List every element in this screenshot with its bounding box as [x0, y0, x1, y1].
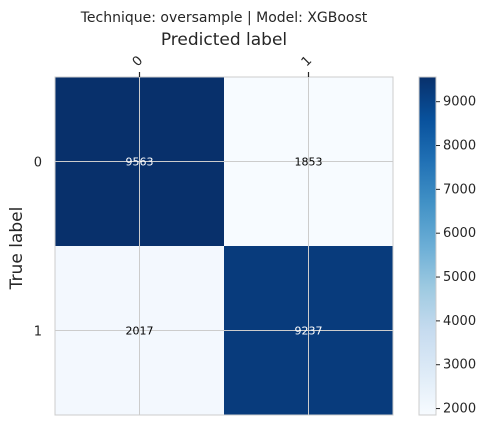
cell-label-1-1: 9237	[295, 325, 323, 338]
colorbar	[418, 76, 437, 416]
y-tick-label-1: 1	[34, 325, 42, 340]
colorbar-tick-label-3: 5000	[443, 270, 476, 285]
heatmap-cells	[55, 77, 393, 415]
x-tick-label-0: 0	[130, 53, 146, 69]
cell-value-labels: 9563 1853 2017 9237	[126, 156, 323, 338]
colorbar-tick-label-0: 2000	[443, 402, 476, 417]
colorbar-tick-label-1: 3000	[443, 358, 476, 373]
colorbar-ticks: 2000 3000 4000 5000 6000 7000 8000 9000	[436, 95, 476, 417]
plot-frame	[54, 76, 394, 416]
cell-label-1-0: 2017	[126, 325, 154, 338]
colorbar-tick-label-4: 6000	[443, 226, 476, 241]
cell-label-0-0: 9563	[126, 156, 154, 169]
colorbar-tick-label-6: 8000	[443, 139, 476, 154]
y-ticks: 01	[34, 156, 42, 340]
colorbar-tick-label-7: 9000	[443, 95, 476, 110]
colorbar-tick-label-2: 4000	[443, 314, 476, 329]
y-tick-label-0: 0	[34, 156, 42, 171]
y-axis-label: True label	[7, 207, 27, 291]
x-axis-label: Predicted label	[161, 30, 287, 50]
colorbar-tick-label-5: 7000	[443, 182, 476, 197]
grid-lines	[55, 77, 393, 415]
chart-title: Technique: oversample | Model: XGBoost	[80, 10, 368, 26]
x-tick-label-1: 1	[299, 53, 315, 69]
cell-label-0-1: 1853	[295, 156, 323, 169]
